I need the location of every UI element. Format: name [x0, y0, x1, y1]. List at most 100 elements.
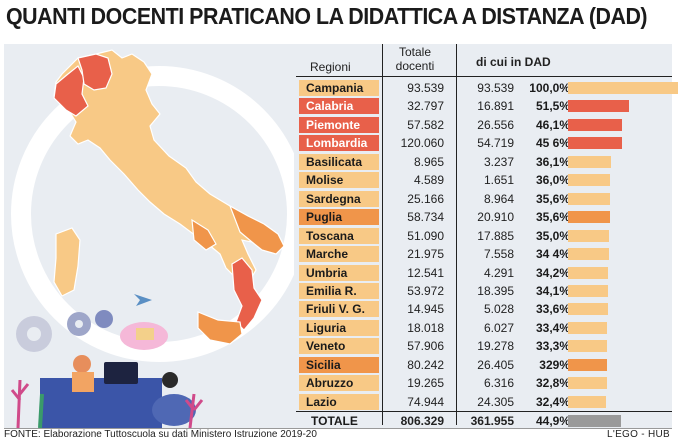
- percent-bar: [568, 118, 623, 131]
- percent-bar: [568, 395, 607, 408]
- region-name: Liguria: [299, 319, 379, 336]
- totale-docenti-value: 58.734: [407, 210, 444, 225]
- person-icon: [162, 372, 178, 388]
- totale-docenti-value: 120.060: [400, 136, 444, 151]
- totale-docenti-value: 25.166: [407, 191, 444, 206]
- table-row: Umbria 12.541 4.291 34,2%: [296, 264, 672, 282]
- region-name: Sicilia: [299, 356, 379, 373]
- region-name: Molise: [299, 172, 379, 189]
- totale-docenti-value: 21.975: [407, 247, 444, 262]
- totale-docenti-value: 74.944: [407, 394, 444, 409]
- region-piemonte: [53, 65, 89, 117]
- table-row: Sicilia 80.242 26.405 329%: [296, 356, 672, 374]
- table-row: Toscana 51.090 17.885 35,0%: [296, 227, 672, 245]
- percent-label: 36,1%: [535, 154, 570, 169]
- totale-docenti-value: 51.090: [407, 228, 444, 243]
- totale-docenti-value: 8.965: [413, 154, 444, 169]
- plant-icon: [184, 393, 204, 428]
- percent-label: 33,3%: [535, 339, 570, 354]
- totale-docenti-value: 12.541: [407, 265, 444, 280]
- person-icon: [73, 355, 91, 373]
- totale-docenti-value: 80.242: [407, 357, 444, 372]
- in-dad-value: 17.885: [477, 228, 514, 243]
- region-name: Emilia R.: [299, 282, 379, 299]
- totale-docenti-value: 19.265: [407, 376, 444, 391]
- region-name: Piemonte: [299, 116, 379, 133]
- region-name: Lombardia: [299, 135, 379, 152]
- percent-label: 329%: [539, 357, 570, 372]
- totale-docenti-value: 53.972: [407, 283, 444, 298]
- percent-label: 33,4%: [535, 320, 570, 335]
- percent-label: 34 4%: [535, 247, 570, 262]
- total-dad-value: 361.955: [470, 414, 514, 429]
- table-row: Marche 21.975 7.558 34 4%: [296, 245, 672, 263]
- totale-docenti-value: 57.906: [407, 339, 444, 354]
- region-campania: [191, 218, 217, 251]
- table-row: Campania 93.539 93.539 100,0%: [296, 79, 678, 97]
- totale-docenti-value: 18.018: [407, 320, 444, 335]
- percent-label: 35,6%: [535, 210, 570, 225]
- in-dad-value: 16.891: [477, 99, 514, 114]
- in-dad-value: 26.405: [477, 357, 514, 372]
- percent-label: 35,6%: [535, 191, 570, 206]
- region-name: Marche: [299, 246, 379, 263]
- percent-bar: [568, 284, 609, 297]
- in-dad-value: 3.237: [483, 154, 514, 169]
- in-dad-value: 4.291: [483, 265, 514, 280]
- in-dad-value: 24.305: [477, 394, 514, 409]
- in-dad-value: 54.719: [477, 136, 514, 151]
- brand-label: L'EGO - HUB: [607, 429, 670, 440]
- in-dad-value: 7.558: [483, 247, 514, 262]
- totale-docenti-value: 57.582: [407, 117, 444, 132]
- percent-bar: [568, 174, 611, 187]
- table-row: Molise 4.589 1.651 36,0%: [296, 171, 672, 189]
- italy-map-illustration: [10, 49, 294, 428]
- column-header-totale: Totale docenti: [385, 45, 445, 73]
- region-name: Sardegna: [299, 190, 379, 207]
- region-calabria: [231, 257, 263, 331]
- percent-bar: [568, 155, 611, 168]
- in-dad-value: 20.910: [477, 210, 514, 225]
- header-divider: [296, 76, 672, 77]
- region-lombardia: [77, 53, 113, 91]
- in-dad-value: 26.556: [477, 117, 514, 132]
- region-name: Abruzzo: [299, 375, 379, 392]
- region-sardegna: [53, 227, 81, 297]
- column-divider: [382, 44, 383, 425]
- percent-label: 45 6%: [535, 136, 570, 151]
- region-sicilia: [197, 311, 243, 345]
- total-bar: [568, 415, 621, 428]
- percent-label: 32,4%: [535, 394, 570, 409]
- in-dad-value: 8.964: [483, 191, 514, 206]
- percent-bar: [568, 358, 607, 371]
- in-dad-value: 5.028: [483, 302, 514, 317]
- gear-icon: [95, 310, 113, 328]
- percent-label: 51,5%: [535, 99, 570, 114]
- total-docenti-value: 806.329: [400, 414, 444, 429]
- table-row: Abruzzo 19.265 6.316 32,8%: [296, 374, 672, 392]
- percent-bar: [568, 248, 609, 261]
- table-row: Piemonte 57.582 26.556 46,1%: [296, 116, 672, 134]
- table-row: Friuli V. G. 14.945 5.028 33,6%: [296, 300, 672, 318]
- percent-label: 100,0%: [529, 81, 570, 95]
- percent-label: 34,2%: [535, 265, 570, 280]
- region-name: Calabria: [299, 98, 379, 115]
- percent-bar: [568, 82, 678, 94]
- plant-icon: [38, 393, 44, 428]
- page-title: QUANTI DOCENTI PRATICANO LA DIDATTICA A …: [6, 3, 648, 29]
- region-name: Puglia: [299, 209, 379, 226]
- region-name: Lazio: [299, 393, 379, 410]
- percent-label: 35,0%: [535, 228, 570, 243]
- percent-bar: [568, 303, 608, 316]
- source-note: FONTE: Elaborazione Tuttoscuola su dati …: [4, 429, 317, 440]
- total-percent-label: 44,9%: [535, 414, 570, 429]
- plant-icon: [10, 379, 30, 428]
- totale-docenti-value: 4.589: [413, 173, 444, 188]
- total-label: TOTALE: [311, 414, 358, 429]
- in-dad-value: 1.651: [483, 173, 514, 188]
- totale-docenti-value: 93.539: [407, 81, 444, 95]
- table-row: Liguria 18.018 6.027 33,4%: [296, 319, 672, 337]
- column-divider: [456, 44, 457, 425]
- in-dad-value: 19.278: [477, 339, 514, 354]
- total-divider: [296, 411, 672, 413]
